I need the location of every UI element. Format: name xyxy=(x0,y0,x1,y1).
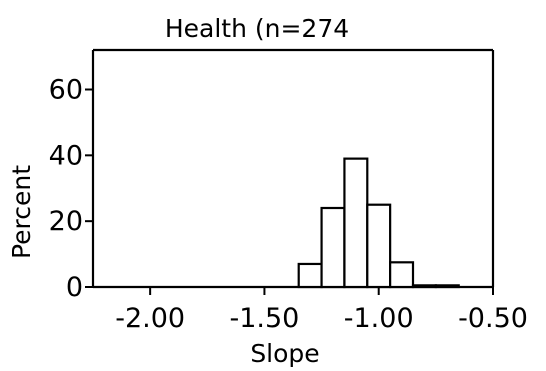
histogram-bar-2 xyxy=(320,206,346,289)
x-axis-label: Slope xyxy=(250,339,319,368)
histogram-bar-7 xyxy=(434,284,460,289)
y-tick-label-4: 60 xyxy=(49,75,83,106)
histogram-bar-1 xyxy=(297,262,323,289)
y-axis-label: Percent xyxy=(7,165,36,259)
histogram-bar-6 xyxy=(411,284,437,289)
chart-title: Health (n=274 xyxy=(165,14,349,43)
x-tick-label-2: -1.50 xyxy=(229,303,299,334)
histogram-bar-5 xyxy=(389,261,415,289)
y-tick-label-2: 20 xyxy=(49,206,83,237)
x-tick-label-3: -1.00 xyxy=(344,303,414,334)
x-tick-label-4: -0.50 xyxy=(458,303,528,334)
y-tick-label-3: 40 xyxy=(49,140,83,171)
plot-frame xyxy=(91,48,495,289)
chart-title-group: Health (n=274 xyxy=(165,14,349,43)
y-tick-label-1: 0 xyxy=(66,272,83,303)
x-tick-label-1: -2.00 xyxy=(115,303,185,334)
histogram-bar-3 xyxy=(343,157,369,289)
histogram-bar-4 xyxy=(366,203,392,289)
x-ticks-group: -2.00 -1.50 -1.00 -0.50 xyxy=(115,287,528,334)
bars-group xyxy=(297,157,460,289)
y-ticks-group: 0 20 40 60 xyxy=(49,75,93,303)
